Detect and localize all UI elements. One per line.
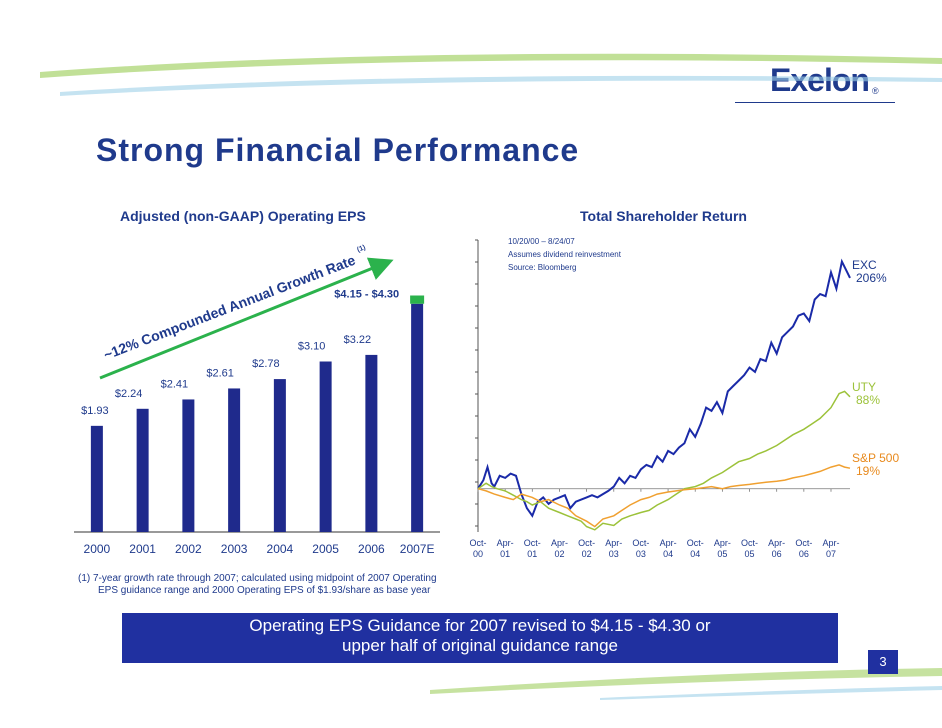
top-swoosh-blue [60, 75, 942, 96]
tsr-x-tick-top: Oct- [524, 538, 541, 548]
eps-value-label: $2.78 [252, 358, 280, 370]
tsr-x-tick-top: Oct- [795, 538, 812, 548]
tsr-x-tick-bottom: 05 [717, 549, 727, 559]
tsr-x-tick-top: Apr- [714, 538, 731, 548]
eps-chart-title: Adjusted (non-GAAP) Operating EPS [120, 208, 366, 224]
tsr-series-sp500 [477, 464, 851, 528]
eps-value-label: $2.41 [161, 378, 189, 390]
tsr-x-tick-top: Apr- [551, 538, 568, 548]
top-swoosh-green [40, 53, 942, 78]
tsr-x-tick-top: Apr- [822, 538, 839, 548]
eps-x-tick: 2003 [221, 542, 248, 556]
tsr-x-tick-top: Oct- [632, 538, 649, 548]
eps-x-tick: 2000 [84, 542, 111, 556]
tsr-x-tick-top: Oct- [687, 538, 704, 548]
tsr-x-tick-top: Oct- [578, 538, 595, 548]
tsr-x-tick-top: Oct- [470, 538, 487, 548]
tsr-x-tick-bottom: 03 [609, 549, 619, 559]
tsr-x-tick-top: Oct- [741, 538, 758, 548]
tsr-x-tick-bottom: 02 [582, 549, 592, 559]
tsr-x-tick-top: Apr- [660, 538, 677, 548]
eps-x-tick: 2006 [358, 542, 385, 556]
eps-x-tick: 2002 [175, 542, 202, 556]
tsr-x-tick-bottom: 01 [500, 549, 510, 559]
eps-value-label: $1.93 [81, 405, 109, 417]
tsr-x-tick-top: Apr- [605, 538, 622, 548]
tsr-chart-title: Total Shareholder Return [580, 208, 747, 224]
tsr-note: Source: Bloomberg [508, 263, 576, 272]
slide-title: Strong Financial Performance [96, 132, 580, 168]
tsr-x-tick-top: Apr- [768, 538, 785, 548]
eps-bar-2006 [365, 354, 378, 532]
eps-value-label: $2.24 [115, 388, 143, 400]
tsr-x-tick-bottom: 06 [799, 549, 809, 559]
tsr-series-uty [477, 390, 851, 531]
tsr-x-tick-bottom: 04 [690, 549, 700, 559]
tsr-x-tick-bottom: 00 [473, 549, 483, 559]
tsr-x-tick-bottom: 04 [663, 549, 673, 559]
eps-value-label: $4.15 - $4.30 [334, 289, 399, 301]
guidance-banner: Operating EPS Guidance for 2007 revised … [122, 613, 838, 663]
tsr-x-tick-bottom: 01 [527, 549, 537, 559]
tsr-note: 10/20/00 – 8/24/07 [508, 237, 575, 246]
eps-x-tick: 2005 [312, 542, 339, 556]
eps-value-label: $3.22 [344, 334, 372, 346]
logo-registered-mark: ® [872, 86, 879, 96]
eps-bar-2004 [273, 379, 286, 532]
tsr-series-end-value: 88% [856, 393, 880, 407]
eps-guidance-range-bar [410, 295, 425, 304]
bottom-swoosh-blue [600, 686, 942, 700]
eps-value-label: $3.10 [298, 341, 326, 353]
eps-x-tick: 2004 [267, 542, 294, 556]
tsr-x-tick-bottom: 07 [826, 549, 836, 559]
eps-x-tick: 2001 [129, 542, 156, 556]
eps-x-tick: 2007E [400, 542, 435, 556]
logo-underline [735, 102, 895, 103]
eps-bar-2000 [90, 425, 103, 532]
tsr-series-name: UTY [852, 380, 876, 394]
banner-line-1: Operating EPS Guidance for 2007 revised … [249, 616, 711, 635]
banner-line-2: upper half of original guidance range [342, 636, 618, 655]
tsr-x-tick-bottom: 06 [772, 549, 782, 559]
tsr-series-end-value: 206% [856, 271, 887, 285]
footnote: (1) 7-year growth rate through 2007; cal… [78, 573, 458, 597]
tsr-note: Assumes dividend reinvestment [508, 250, 622, 259]
eps-bar-2005 [319, 361, 332, 532]
bottom-swoosh-green [430, 668, 942, 694]
tsr-x-tick-bottom: 05 [745, 549, 755, 559]
tsr-x-tick-bottom: 02 [554, 549, 564, 559]
tsr-series-name: S&P 500 [852, 451, 899, 465]
tsr-x-tick-top: Apr- [497, 538, 514, 548]
eps-bar-2003 [228, 388, 241, 532]
tsr-series-exc [477, 258, 851, 518]
tsr-x-tick-bottom: 03 [636, 549, 646, 559]
tsr-series-name: EXC [852, 258, 877, 272]
cagr-trend-arrow [99, 257, 394, 380]
eps-bar-2002 [182, 399, 195, 532]
footnote-line-1: (1) 7-year growth rate through 2007; cal… [78, 573, 437, 584]
tsr-series-end-value: 19% [856, 464, 880, 478]
cagr-footnote-marker: (1) [356, 244, 367, 254]
page-number: 3 [868, 650, 898, 674]
eps-value-label: $2.61 [206, 367, 234, 379]
footnote-line-2: EPS guidance range and 2000 Operating EP… [98, 585, 431, 596]
eps-bar-2001 [136, 408, 149, 532]
eps-bar-2007E [411, 303, 424, 532]
